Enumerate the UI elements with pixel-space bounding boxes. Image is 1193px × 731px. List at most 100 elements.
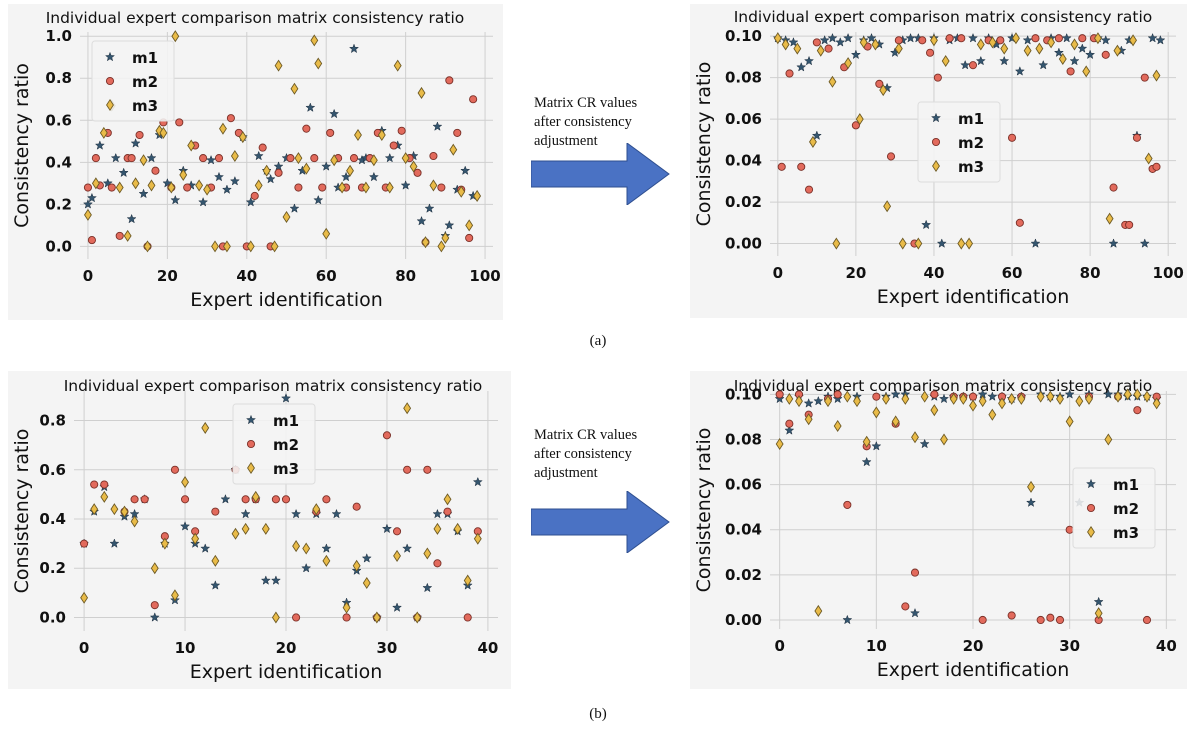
data-point-m1 — [784, 425, 795, 435]
legend-label: m2 — [132, 73, 158, 91]
data-point-m3 — [413, 611, 422, 624]
data-point-m2 — [107, 183, 116, 192]
data-point-m3 — [443, 493, 452, 506]
x-tick-label: 0 — [773, 264, 783, 282]
data-point-m2 — [115, 231, 124, 240]
data-point-m1 — [200, 543, 211, 553]
chart-title: Individual expert comparison matrix cons… — [734, 8, 1153, 26]
data-point-m2 — [429, 151, 438, 161]
x-tick-label: 40 — [924, 264, 945, 282]
data-point-m2 — [294, 183, 303, 192]
data-point-m1 — [432, 508, 443, 519]
data-point-m1 — [146, 152, 157, 163]
data-point-m3 — [302, 542, 311, 555]
data-point-m2 — [87, 236, 96, 245]
data-point-m3 — [270, 240, 279, 253]
legend-label: m2 — [273, 436, 299, 454]
data-point-m1 — [1022, 34, 1033, 45]
data-point-m3 — [372, 611, 381, 624]
data-point-m2 — [1054, 34, 1063, 43]
chart-panel-b-after: 0 10 20 30 40 0.00 0.02 0.04 0.06 0.08 0.10 Individ… — [690, 371, 1187, 689]
data-point-m1 — [424, 203, 435, 213]
data-point-m3 — [167, 181, 176, 194]
data-point-m2 — [463, 613, 472, 622]
data-point-m1 — [1103, 389, 1114, 399]
data-point-m1 — [126, 213, 137, 224]
data-point-m3 — [1133, 388, 1142, 401]
data-point-m1 — [1093, 596, 1104, 607]
x-tick-label: 60 — [1002, 264, 1023, 282]
chart-a-after: 0 20 40 60 80 100 0.00 0.02 0.04 0.06 0.08 0.10Indi… — [693, 8, 1184, 308]
data-point-m1 — [265, 173, 276, 184]
y-axis-label: Consistency ratio — [693, 62, 715, 227]
data-point-m1 — [280, 393, 292, 403]
data-point-m2 — [804, 185, 814, 194]
data-point-m3 — [100, 490, 109, 503]
data-point-m1 — [391, 602, 403, 612]
data-point-m1 — [866, 32, 877, 43]
data-point-m3 — [377, 128, 386, 142]
data-point-m3 — [401, 152, 410, 165]
data-point-m2 — [274, 168, 283, 177]
data-point-m2 — [183, 183, 192, 192]
data-point-m3 — [90, 503, 99, 516]
legend-label: m3 — [958, 158, 984, 176]
x-tick-label: 40 — [477, 639, 498, 657]
data-point-m3 — [882, 392, 890, 405]
legend-marker-m2 — [1086, 503, 1096, 513]
data-point-m3 — [211, 240, 219, 253]
data-point-m2 — [968, 61, 978, 70]
data-point-m2 — [310, 154, 319, 163]
data-point-m2 — [342, 613, 351, 622]
data-point-m3 — [123, 229, 132, 242]
data-point-m1 — [305, 102, 316, 112]
data-point-m3 — [143, 240, 152, 253]
y-tick-label: 0.02 — [725, 193, 762, 211]
y-tick-label: 0.0 — [39, 608, 66, 626]
data-point-m3 — [828, 75, 837, 88]
data-point-m3 — [843, 390, 852, 403]
data-point-m1 — [1100, 34, 1111, 45]
data-point-m2 — [413, 168, 422, 177]
chart-b-after: 0 10 20 30 400.000.020.040.060.080.10Individ… — [693, 377, 1177, 681]
data-point-m2 — [901, 602, 910, 611]
data-point-m1 — [788, 37, 799, 47]
data-point-m2 — [130, 495, 139, 504]
data-point-m2 — [926, 48, 935, 57]
y-tick-label: 0.8 — [45, 69, 72, 87]
data-point-m2 — [1101, 50, 1110, 59]
series-m3 — [773, 32, 1161, 250]
data-point-m2 — [90, 480, 99, 489]
data-point-m3 — [795, 395, 803, 408]
data-point-m2 — [886, 152, 896, 161]
data-point-m2 — [1142, 615, 1152, 625]
data-point-m2 — [318, 183, 327, 192]
data-point-m3 — [346, 164, 354, 177]
data-point-m2 — [241, 495, 250, 504]
data-point-m1 — [138, 188, 149, 199]
x-tick-label: 0 — [83, 267, 93, 285]
data-point-m1 — [832, 393, 843, 404]
y-tick-label: 0.4 — [45, 153, 72, 171]
legend-box — [1072, 467, 1156, 549]
legend-marker-m1 — [930, 112, 942, 123]
data-point-m1 — [1077, 43, 1088, 53]
y-tick-label: 0.00 — [725, 611, 762, 629]
data-point-m1 — [170, 194, 181, 205]
data-point-m2 — [1133, 406, 1142, 415]
data-point-m3 — [147, 179, 156, 192]
data-point-m1 — [313, 194, 324, 205]
data-point-m3 — [1058, 52, 1067, 65]
data-point-m3 — [1070, 38, 1079, 51]
data-point-m3 — [1082, 65, 1091, 78]
legend-box — [91, 40, 175, 122]
data-point-m3 — [872, 406, 881, 419]
data-point-m3 — [824, 395, 832, 408]
data-point-m3 — [1152, 397, 1161, 410]
y-tick-label: 0.04 — [725, 152, 762, 170]
data-point-m3 — [195, 179, 204, 192]
data-point-m1 — [321, 161, 332, 171]
data-point-m3 — [785, 392, 794, 405]
data-point-m1 — [827, 32, 838, 43]
data-point-m1 — [348, 43, 360, 54]
